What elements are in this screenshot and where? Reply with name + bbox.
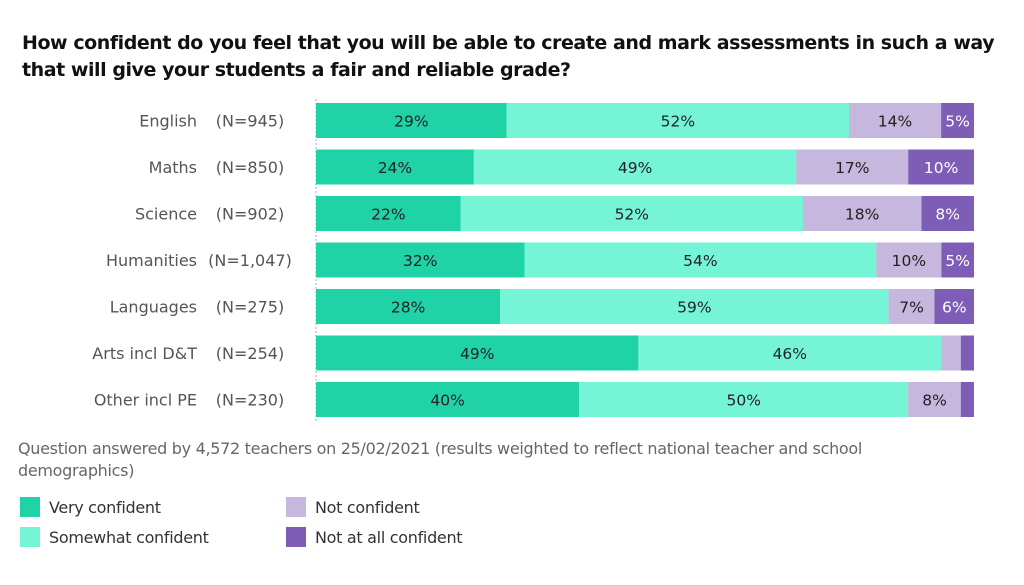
bar-segment-other-incl-pe-not-at-all-confident [960,382,974,417]
bar-segment-other-incl-pe-very-confident [316,382,580,417]
bar-segment-english-very-confident [316,103,507,138]
data-label-other-incl-pe-not-confident: 8% [922,392,947,410]
bar-segment-science-not-at-all-confident [921,196,974,231]
bar-segment-arts-incl-d-t-not-at-all-confident [960,335,974,371]
data-label-science-very-confident: 22% [371,206,405,224]
data-label-languages-not-at-all-confident: 6% [942,299,967,317]
data-label-other-incl-pe-somewhat-confident: 50% [726,392,760,410]
legend-swatch-somewhat-confident [20,527,40,547]
category-label-languages: Languages [110,298,197,317]
data-label-english-not-at-all-confident: 5% [945,113,970,131]
data-label-arts-incl-d-t-somewhat-confident: 46% [773,345,807,363]
bar-segment-arts-incl-d-t-not-confident [941,335,961,371]
sample-size-label-maths: (N=850) [216,158,284,177]
bar-segment-english-not-confident [849,103,942,138]
legend-label-very-confident: Very confident [49,497,161,517]
bar-segment-science-very-confident [316,196,461,231]
data-label-humanities-not-at-all-confident: 5% [945,252,970,270]
bar-segment-other-incl-pe-somewhat-confident [579,382,909,417]
legend-swatch-not-at-all-confident [286,527,306,547]
bar-segment-maths-not-at-all-confident [908,149,974,185]
bar-segment-languages-somewhat-confident [500,289,889,324]
bar-segment-languages-very-confident [316,289,501,324]
category-label-other-incl-pe: Other incl PE [94,391,197,410]
sample-size-label-english: (N=945) [216,112,284,131]
bar-segment-science-not-confident [802,196,922,231]
category-label-arts-incl-d-t: Arts incl D&T [92,344,197,363]
sample-size-label-other-incl-pe: (N=230) [216,391,284,410]
bar-segment-humanities-very-confident [316,242,525,278]
chart-title-line-1: How confident do you feel that you will … [22,32,995,54]
legend-item-not-at-all-confident: Not at all confident [286,527,463,547]
data-label-maths-not-confident: 17% [835,159,869,177]
category-label-science: Science [135,205,197,224]
data-label-english-very-confident: 29% [394,113,428,131]
bar-segment-maths-not-confident [796,149,909,185]
bar-segment-maths-somewhat-confident [473,149,797,185]
legend-label-not-at-all-confident: Not at all confident [315,527,463,547]
data-label-science-not-at-all-confident: 8% [935,206,960,224]
footnote: Question answered by 4,572 teachers on 2… [18,439,863,480]
data-label-science-not-confident: 18% [845,206,879,224]
data-label-maths-somewhat-confident: 49% [618,159,652,177]
sample-size-label-humanities: (N=1,047) [208,251,292,270]
data-label-maths-not-at-all-confident: 10% [924,159,958,177]
bar-segment-other-incl-pe-not-confident [908,382,961,417]
legend-label-somewhat-confident: Somewhat confident [49,527,209,547]
legend-item-not-confident: Not confident [286,497,420,517]
legend-item-very-confident: Very confident [20,497,161,517]
data-label-english-somewhat-confident: 52% [661,113,695,131]
sample-size-label-science: (N=902) [216,205,284,224]
bar-segment-arts-incl-d-t-somewhat-confident [638,335,942,371]
bar-segment-languages-not-at-all-confident [934,289,974,324]
bar-segment-humanities-not-confident [876,242,942,278]
data-label-languages-somewhat-confident: 59% [677,299,711,317]
bar-segment-science-somewhat-confident [460,196,803,231]
stacked-bar-chart: English (N=945) 29% 52% 14% 5% Maths (N=850) 24%… [92,99,974,421]
data-label-languages-not-confident: 7% [899,299,924,317]
data-label-languages-very-confident: 28% [391,299,425,317]
bar-segment-english-not-at-all-confident [941,103,974,138]
data-label-arts-incl-d-t-very-confident: 49% [460,345,494,363]
legend-label-not-confident: Not confident [315,497,420,517]
bar-segment-humanities-not-at-all-confident [941,242,974,278]
bar-segment-english-somewhat-confident [506,103,849,138]
data-label-science-somewhat-confident: 52% [615,206,649,224]
chart-title: How confident do you feel that you will … [22,30,1012,84]
legend-swatch-not-confident [286,497,306,517]
bar-segment-arts-incl-d-t-very-confident [316,335,639,371]
legend-swatch-very-confident [20,497,40,517]
data-label-english-not-confident: 14% [878,113,912,131]
data-label-humanities-somewhat-confident: 54% [683,252,717,270]
bar-segment-maths-very-confident [316,149,474,185]
bar-segment-languages-not-confident [888,289,935,324]
sample-size-label-languages: (N=275) [216,298,284,317]
legend-item-somewhat-confident: Somewhat confident [20,527,209,547]
data-label-maths-very-confident: 24% [378,159,412,177]
bar-segment-humanities-somewhat-confident [524,242,877,278]
category-label-english: English [139,112,197,131]
sample-size-label-arts-incl-d-t: (N=254) [216,344,284,363]
data-label-humanities-very-confident: 32% [403,252,437,270]
category-label-humanities: Humanities [106,251,197,270]
category-label-maths: Maths [149,158,197,177]
chart-title-line-2: that will give your students a fair and … [22,59,571,81]
data-label-other-incl-pe-very-confident: 40% [430,392,464,410]
legend: Very confident Somewhat confident Not co… [20,497,620,557]
data-label-humanities-not-confident: 10% [892,252,926,270]
